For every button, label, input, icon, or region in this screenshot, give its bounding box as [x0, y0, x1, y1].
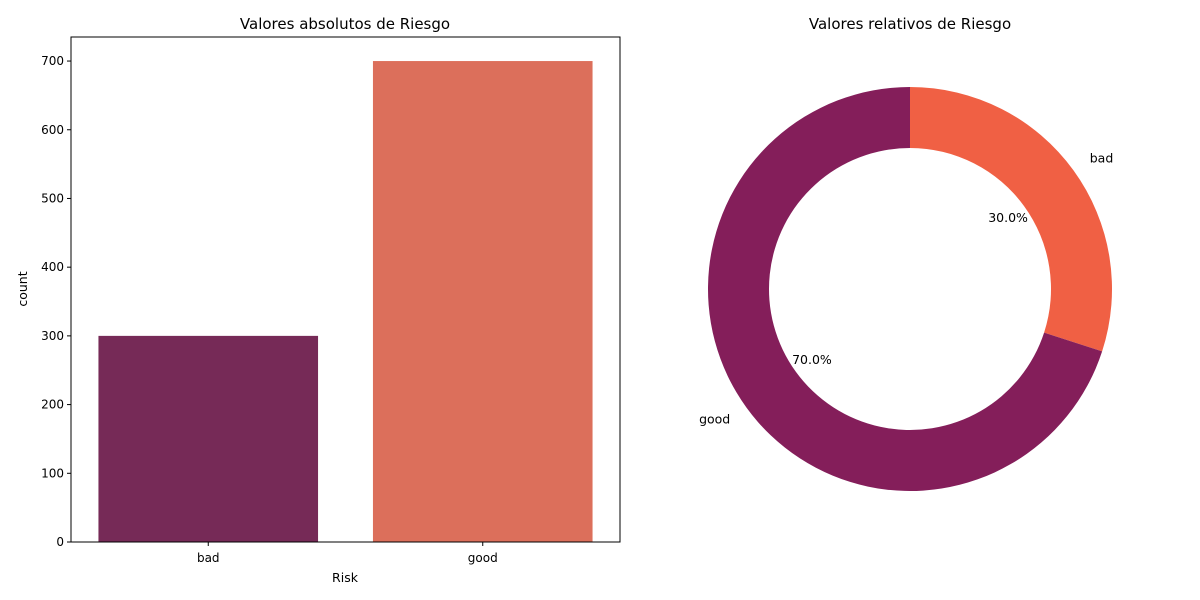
- x-axis-ticks: bad good: [197, 542, 498, 565]
- y-tick-label-700: 700: [41, 54, 64, 68]
- y-tick-label-200: 200: [41, 398, 64, 412]
- donut-slice-bad: [910, 87, 1112, 352]
- y-tick-label-500: 500: [41, 191, 64, 205]
- donut-pct-label-good: 70.0%: [792, 352, 832, 367]
- y-tick-label-400: 400: [41, 260, 64, 274]
- y-tick-label-0: 0: [56, 535, 64, 549]
- donut-label-bad: bad: [1090, 150, 1114, 165]
- x-axis-label: Risk: [332, 570, 359, 585]
- donut-chart: Valores relativos de Riesgo bad 30.0% good…: [699, 15, 1113, 492]
- x-tick-label-good: good: [468, 551, 498, 565]
- bar-bad: [98, 335, 319, 542]
- bar-good: [372, 61, 593, 543]
- bar-marks: [98, 61, 593, 543]
- donut-chart-title: Valores relativos de Riesgo: [809, 15, 1011, 33]
- bar-chart: Valores absolutos de Riesgo 0 100 200 300 40…: [15, 15, 621, 585]
- bar-chart-title: Valores absolutos de Riesgo: [240, 15, 450, 33]
- y-axis-ticks: 0 100 200 300 400 500 600 700: [41, 54, 71, 549]
- donut-slice-good: [708, 87, 1103, 492]
- donut-labels: bad 30.0% good 70.0%: [699, 150, 1113, 426]
- y-axis-label: count: [15, 271, 30, 306]
- y-tick-label-600: 600: [41, 123, 64, 137]
- donut-pct-label-bad: 30.0%: [988, 210, 1028, 225]
- donut-slices: [708, 87, 1112, 492]
- donut-label-good: good: [699, 412, 730, 427]
- y-tick-label-100: 100: [41, 466, 64, 480]
- x-tick-label-bad: bad: [197, 551, 220, 565]
- bar-chart-axes-frame: [70, 36, 621, 543]
- y-tick-label-300: 300: [41, 329, 64, 343]
